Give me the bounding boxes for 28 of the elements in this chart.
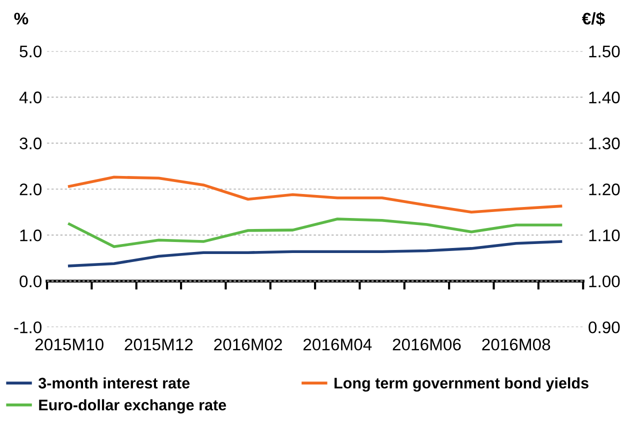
x-tick-label: 2016M02 <box>214 338 282 350</box>
y-tick-label: -1.0 <box>14 321 42 334</box>
y-tick-label: 5.0 <box>20 46 42 58</box>
x-tick-label: 2016M06 <box>392 338 461 350</box>
y-tick-label: 0.0 <box>20 275 42 288</box>
y2-axis-title: €/$ <box>582 12 605 26</box>
legend-label: Euro-dollar exchange rate <box>39 399 226 414</box>
y2-tick-label: 1.50 <box>589 46 620 58</box>
y-axis-title: % <box>14 12 28 24</box>
legend-label: 3-month interest rate <box>38 377 190 389</box>
y2-tick-label: 1.30 <box>589 138 620 150</box>
y-tick-label: 3.0 <box>20 138 42 150</box>
y-tick-label: 1.0 <box>20 230 42 242</box>
x-tick-label: 2016M08 <box>482 338 550 350</box>
legend-label: Long term government bond yields <box>334 377 588 392</box>
line-series <box>68 240 562 268</box>
y-tick-label: 2.0 <box>20 184 42 196</box>
x-tick-label: 2016M04 <box>303 338 372 350</box>
line-series <box>68 218 562 248</box>
y-tick-label: 4.0 <box>19 92 42 104</box>
y2-tick-label: 1.40 <box>589 92 620 104</box>
y2-tick-label: 1.20 <box>589 184 620 196</box>
y2-tick-label: 0.90 <box>588 321 620 334</box>
y2-tick-label: 1.10 <box>589 230 620 242</box>
line-series <box>68 176 562 214</box>
x-tick-label: 2015M12 <box>124 338 193 350</box>
x-tick-label: 2015M10 <box>35 338 104 350</box>
y2-tick-label: 1.00 <box>589 275 620 288</box>
